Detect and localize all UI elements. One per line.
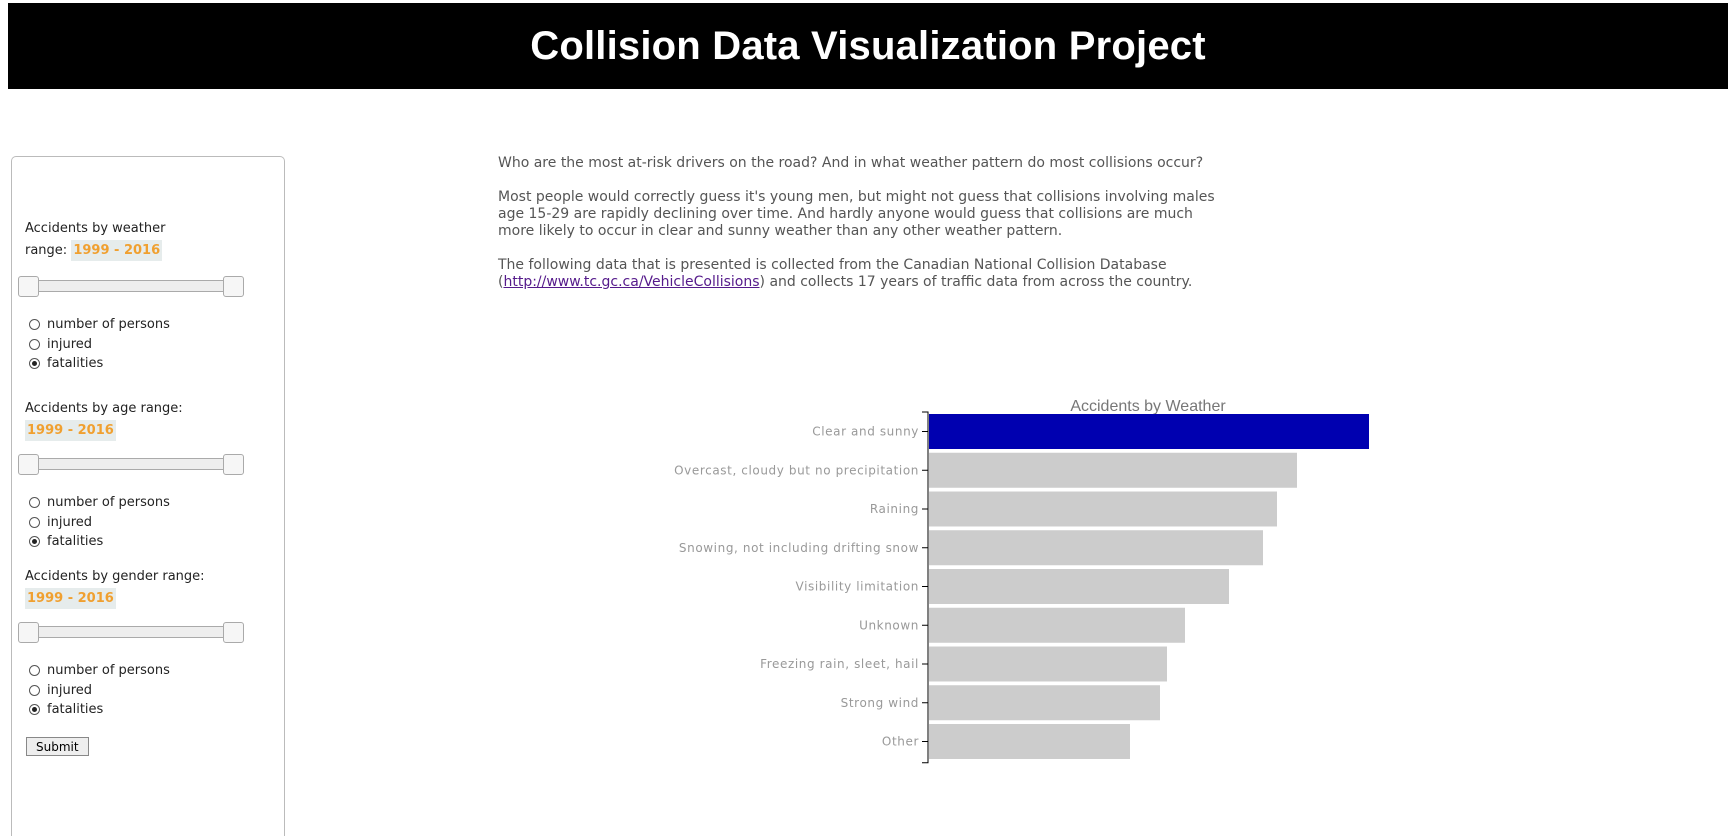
gender-option-fatalities[interactable]: fatalities [29,700,103,718]
bar-2[interactable] [929,452,1297,488]
gender-range-start-handle[interactable] [18,622,39,643]
category-label: Clear and sunny [812,425,919,439]
age-range-value: 1999 - 2016 [25,420,116,441]
weather-range-end-handle[interactable] [223,276,244,297]
bar-3[interactable] [929,491,1277,527]
category-label: Freezing rain, sleet, hail [760,657,919,671]
weather-bar-chart: Accidents by Weather Clear and sunny Overc… [674,398,1369,764]
age-range-start-handle[interactable] [18,454,39,475]
gender-option-injured[interactable]: injured [29,681,92,699]
submit-button[interactable]: Submit [26,737,89,756]
bar-5[interactable] [929,569,1229,604]
radio-button-selected[interactable] [29,703,40,715]
intro-question: Who are the most at-risk drivers on the … [498,155,1204,171]
bar-7[interactable] [929,646,1167,682]
gender-range-label: Accidents by gender range: 1999 - 2016 [25,566,205,610]
y-axis-line [922,411,929,764]
gender-range-end-handle[interactable] [223,622,244,643]
age-range-slider[interactable] [18,454,244,475]
bar-1[interactable] [929,414,1369,449]
age-range-end-handle[interactable] [223,454,244,475]
weather-range-start-handle[interactable] [18,276,39,297]
intro-explanation: Most people would correctly guess it's y… [498,189,1215,239]
category-label: Strong wind [841,696,919,710]
radio-button[interactable] [29,664,40,676]
gender-range-slider[interactable] [18,622,244,643]
intro-source: The following data that is presented is … [498,257,1193,290]
bar-6[interactable] [929,607,1185,643]
radio-button-selected[interactable] [29,535,40,547]
bar-9[interactable] [929,724,1130,759]
page-title: Collision Data Visualization Project [530,23,1206,68]
category-label: Snowing, not including drifting snow [679,541,919,555]
age-option-injured[interactable]: injured [29,513,92,531]
radio-button-selected[interactable] [29,357,40,369]
age-option-fatalities[interactable]: fatalities [29,532,103,550]
age-option-persons[interactable]: number of persons [29,493,170,511]
weather-range-value: 1999 - 2016 [71,240,163,261]
radio-button[interactable] [29,318,40,330]
radio-button[interactable] [29,684,40,696]
category-label: Overcast, cloudy but no precipitation [674,463,919,477]
age-range-label: Accidents by age range: 1999 - 2016 [25,398,183,442]
weather-option-persons[interactable]: number of persons [29,315,170,333]
chart-title: Accidents by Weather [1070,398,1226,415]
intro-text: Who are the most at-risk drivers on the … [498,155,1228,308]
bar-4[interactable] [929,530,1263,566]
radio-button[interactable] [29,338,40,350]
page-header: Collision Data Visualization Project [8,3,1728,89]
category-label: Visibility limitation [796,580,919,594]
source-link[interactable]: http://www.tc.gc.ca/VehicleCollisions [503,274,760,290]
weather-option-injured[interactable]: injured [29,335,92,353]
gender-range-value: 1999 - 2016 [25,588,116,609]
radio-button[interactable] [29,516,40,528]
category-label: Unknown [859,618,919,632]
radio-button[interactable] [29,496,40,508]
gender-option-persons[interactable]: number of persons [29,661,170,679]
weather-range-label: Accidents by weather range: 1999 - 2016 [25,218,165,262]
category-label: Other [882,735,919,749]
weather-range-slider[interactable] [18,276,244,297]
category-label: Raining [870,502,919,516]
weather-option-fatalities[interactable]: fatalities [29,354,103,372]
bar-8[interactable] [929,685,1160,721]
controls-sidebar: Accidents by weather range: 1999 - 2016 … [11,156,285,836]
